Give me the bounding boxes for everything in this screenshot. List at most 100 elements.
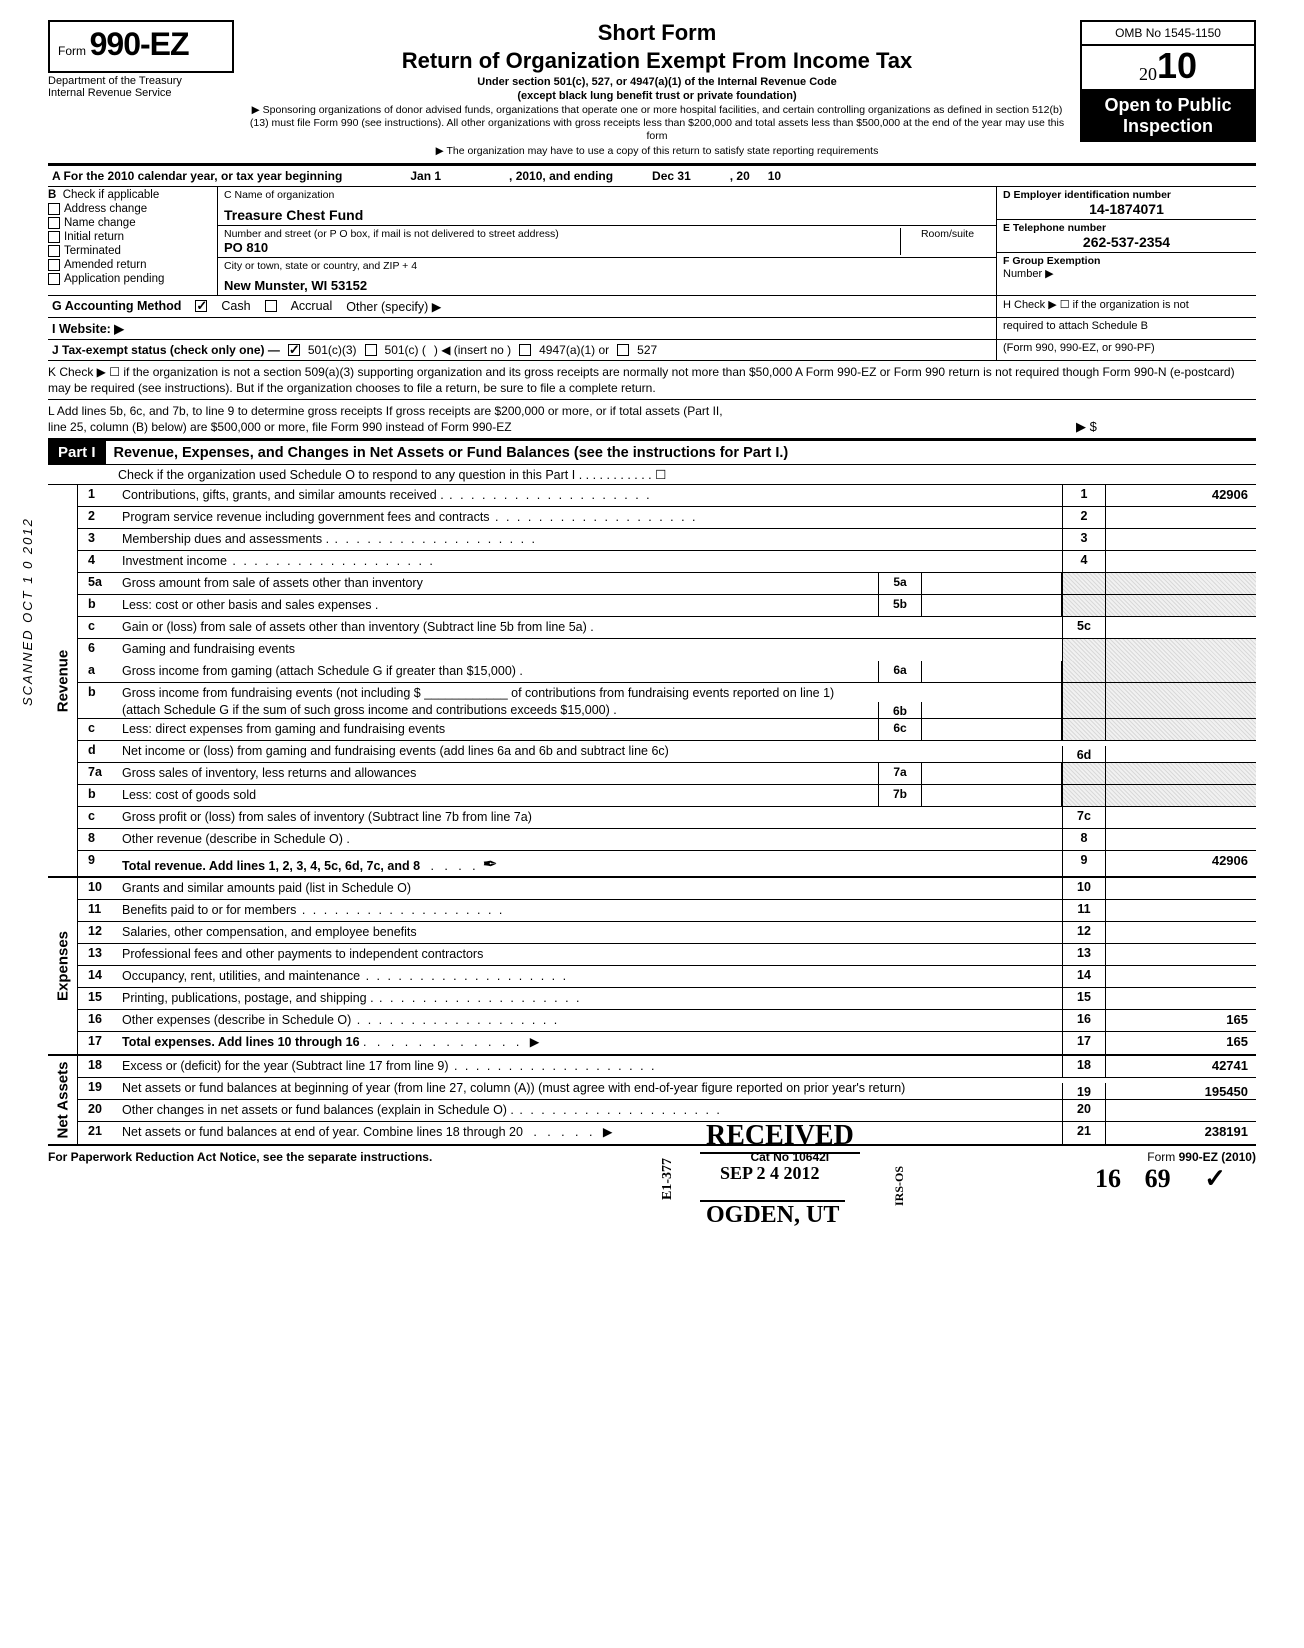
l7c: Gross profit or (loss) from sales of inv… [122,807,1062,828]
c-city-label: City or town, state or country, and ZIP … [224,260,990,272]
j-c3: 501(c)(3) [308,343,357,357]
chk-cash[interactable] [195,300,207,312]
g-label: G Accounting Method [52,299,181,313]
header-row: Form 990-EZ Department of the Treasury I… [48,20,1256,159]
amt-18: 42741 [1106,1056,1256,1077]
chk-name[interactable] [48,217,60,229]
chk-initial[interactable] [48,231,60,243]
row-i: I Website: ▶ required to attach Schedule… [48,318,1256,340]
side-netassets: Net Assets [48,1056,78,1144]
amt-9: 42906 [1106,851,1256,876]
row-j: J Tax-exempt status (check only one) — 5… [48,340,1256,361]
line-a-text: A For the 2010 calendar year, or tax yea… [52,169,342,183]
year-box: 2010 [1080,46,1256,91]
year-big: 10 [1157,45,1197,86]
chk-4947[interactable] [519,344,531,356]
right-boxes: OMB No 1545-1150 2010 Open to Public Ins… [1080,20,1256,142]
dept-l2: Internal Revenue Service [48,87,234,99]
b-2: Initial return [64,231,124,243]
chk-501c3[interactable] [288,344,300,356]
l11: Benefits paid to or for members [122,900,1062,921]
dept-block: Department of the Treasury Internal Reve… [48,73,234,103]
netassets-grid: Net Assets 18Excess or (deficit) for the… [48,1056,1256,1146]
side-expenses: Expenses [48,878,78,1054]
l5b: Less: cost or other basis and sales expe… [122,595,878,616]
l4: Investment income [122,551,1062,572]
f-sub: Number ▶ [1003,267,1250,280]
line-a-comma20: , 20 [730,169,750,183]
footer: For Paperwork Reduction Act Notice, see … [48,1146,1256,1164]
return-title: Return of Organization Exempt From Incom… [248,48,1066,74]
hand-b: 69 [1145,1164,1171,1193]
j-ins: ) ◀ (insert no ) [434,343,511,357]
part1-bar: Part I [48,441,106,464]
d-value: 14-1874071 [1003,201,1250,217]
chk-527[interactable] [617,344,629,356]
h-sub2: (Form 990, 990-EZ, or 990-PF) [996,340,1256,360]
line-a-end-yr: 10 [753,169,781,183]
footer-mid: Cat No 10642I [750,1150,829,1164]
dept-l1: Department of the Treasury [48,75,234,87]
g-accrual: Accrual [291,299,333,313]
section-a: A For the 2010 calendar year, or tax yea… [48,163,1256,187]
amt-21: 238191 [1106,1122,1256,1144]
b-5: Application pending [64,273,164,285]
row-l: L Add lines 5b, 6c, and 7b, to line 9 to… [48,400,1256,439]
j-527: 527 [637,343,657,357]
block-bcdef: B Check if applicable Address change Nam… [48,187,1256,296]
chk-terminated[interactable] [48,245,60,257]
l7a: Gross sales of inventory, less returns a… [122,763,878,784]
col-c: C Name of organization Treasure Chest Fu… [218,187,996,295]
chk-pending[interactable] [48,273,60,285]
omb-number: OMB No 1545-1150 [1080,20,1256,46]
h-sub: required to attach Schedule B [996,318,1256,339]
open-l1: Open to Public [1084,95,1252,116]
year-prefix: 20 [1139,64,1157,84]
l6: Gaming and fundraising events [122,639,1062,661]
l1: Contributions, gifts, grants, and simila… [122,485,1062,506]
l17: Total expenses. Add lines 10 through 16 [122,1035,360,1049]
e-value: 262-537-2354 [1003,234,1250,250]
l13: Professional fees and other payments to … [122,944,1062,965]
form-number-box: Form 990-EZ Department of the Treasury I… [48,20,234,103]
chk-accrual[interactable] [265,300,277,312]
chk-501c[interactable] [365,344,377,356]
c-name-label: C Name of organization [224,189,990,201]
l9: Total revenue. Add lines 1, 2, 3, 4, 5c,… [122,859,420,873]
i-label: I Website: ▶ [52,322,124,336]
handwriting: 16 69 ✓ [48,1164,1256,1194]
g-other: Other (specify) ▶ [346,299,441,314]
d-label: D Employer identification number [1003,189,1250,201]
l-1: L Add lines 5b, 6c, and 7b, to line 9 to… [48,403,1068,419]
row-gh: G Accounting Method Cash Accrual Other (… [48,296,1256,318]
col-b: B Check if applicable Address change Nam… [48,187,218,295]
form-prefix: Form [58,44,86,58]
l2: Program service revenue including govern… [122,507,1062,528]
c-city: New Munster, WI 53152 [224,278,990,293]
chk-address[interactable] [48,203,60,215]
c-addr-label: Number and street (or P O box, if mail i… [224,228,894,240]
open-l2: Inspection [1084,116,1252,137]
line-a-after: , 2010, and ending [509,169,613,183]
line-a-begin: Jan 1 [346,169,506,183]
l14: Occupancy, rent, utilities, and maintena… [122,966,1062,987]
l-arrow: ▶ $ [1076,418,1256,436]
j-a1: 4947(a)(1) or [539,343,609,357]
b-1: Name change [64,217,136,229]
footer-right: Form 990-EZ (2010) [1147,1150,1256,1164]
l5a: Gross amount from sale of assets other t… [122,573,878,594]
part1-sub: Check if the organization used Schedule … [48,465,1256,485]
chk-amended[interactable] [48,259,60,271]
col-def: D Employer identification number 14-1874… [996,187,1256,295]
l-2: line 25, column (B) below) are $500,000 … [48,419,1068,435]
stamp-ogden: OGDEN, UT [700,1200,845,1229]
l5c: Gain or (loss) from sale of assets other… [122,617,1062,638]
header-sub2: (except black lung benefit trust or priv… [248,90,1066,102]
side-revenue: Revenue [48,485,78,876]
c-addr: PO 810 [224,240,894,255]
line-a-end-month: Dec 31 [616,169,726,183]
l18: Excess or (deficit) for the year (Subtra… [122,1056,1062,1077]
open-to-public: Open to Public Inspection [1080,91,1256,142]
c-name: Treasure Chest Fund [224,207,990,223]
l15: Printing, publications, postage, and shi… [122,988,1062,1009]
